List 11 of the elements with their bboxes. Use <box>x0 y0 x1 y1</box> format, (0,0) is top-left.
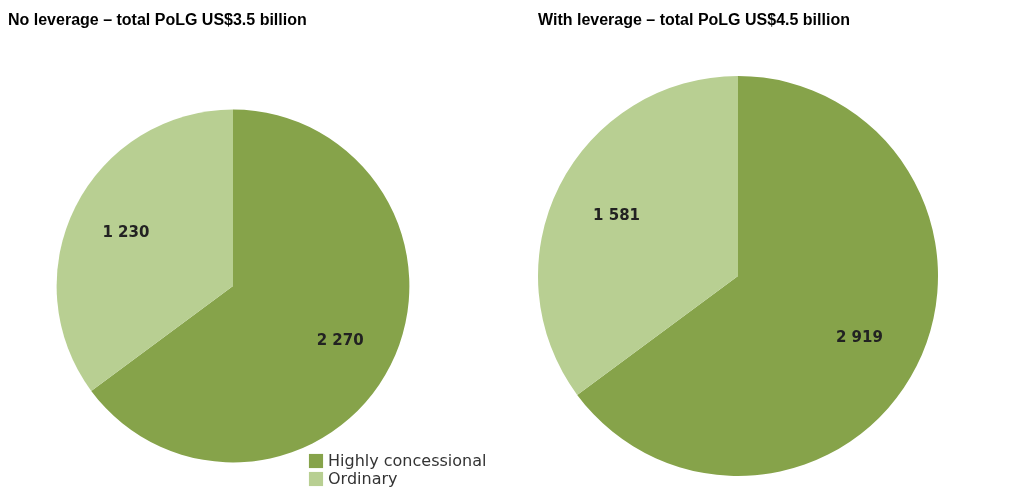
chart-title: With leverage – total PoLG US$4.5 billion <box>538 11 850 28</box>
chart-title: No leverage – total PoLG US$3.5 billion <box>8 11 307 28</box>
data-label: 2 919 <box>835 328 883 347</box>
legend-label: Ordinary <box>328 469 398 488</box>
data-label: 1 581 <box>593 205 641 224</box>
data-label: 2 270 <box>316 330 364 349</box>
pie-slice <box>538 76 738 395</box>
pie-slice <box>56 109 233 391</box>
legend-label: Highly concessional <box>328 451 487 470</box>
data-label: 1 230 <box>102 223 150 242</box>
pie-slice <box>577 76 938 476</box>
